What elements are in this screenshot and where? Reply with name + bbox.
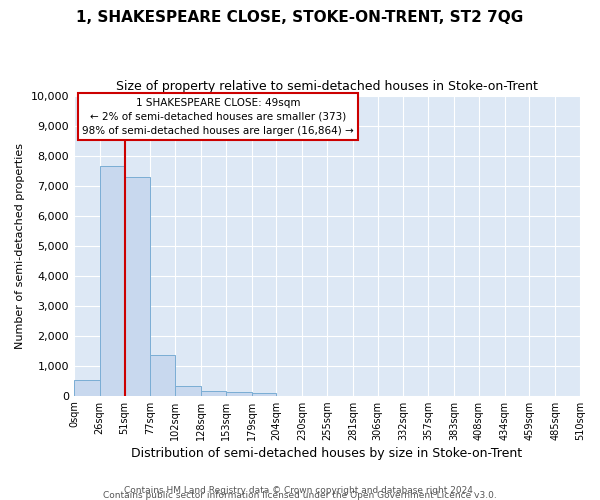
X-axis label: Distribution of semi-detached houses by size in Stoke-on-Trent: Distribution of semi-detached houses by … [131,447,523,460]
Text: 1 SHAKESPEARE CLOSE: 49sqm
← 2% of semi-detached houses are smaller (373)
98% of: 1 SHAKESPEARE CLOSE: 49sqm ← 2% of semi-… [82,98,353,136]
Bar [226,392,251,396]
Bar [201,390,226,396]
Bar [100,166,125,396]
Bar [125,177,151,396]
Bar [151,355,175,396]
Bar [175,386,201,396]
Text: Contains HM Land Registry data © Crown copyright and database right 2024.: Contains HM Land Registry data © Crown c… [124,486,476,495]
Title: Size of property relative to semi-detached houses in Stoke-on-Trent: Size of property relative to semi-detach… [116,80,538,93]
Y-axis label: Number of semi-detached properties: Number of semi-detached properties [15,142,25,348]
Bar [251,392,277,396]
Bar [74,380,100,396]
Text: 1, SHAKESPEARE CLOSE, STOKE-ON-TRENT, ST2 7QG: 1, SHAKESPEARE CLOSE, STOKE-ON-TRENT, ST… [76,10,524,25]
Text: Contains public sector information licensed under the Open Government Licence v3: Contains public sector information licen… [103,491,497,500]
